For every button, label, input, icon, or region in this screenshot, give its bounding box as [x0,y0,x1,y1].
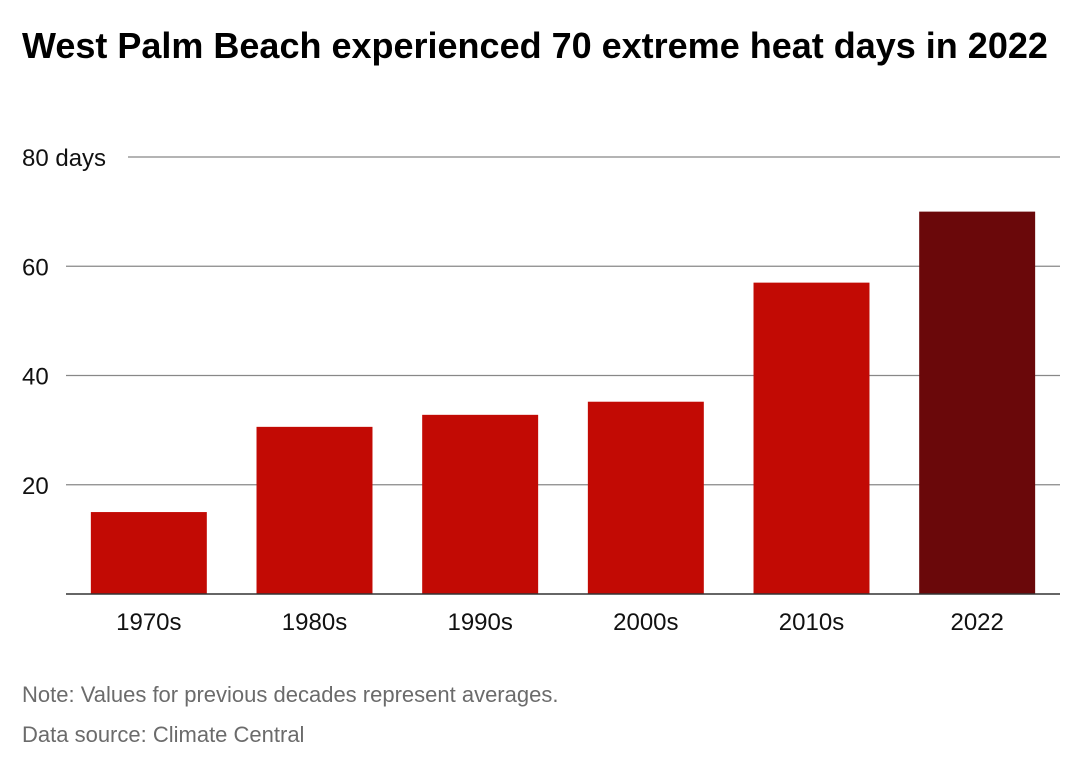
x-tick-label: 2022 [950,609,1003,636]
x-tick-label: 1990s [447,609,512,636]
y-tick-label: 60 [22,254,49,281]
y-tick-label: 40 [22,364,49,391]
x-tick-label: 2010s [779,609,844,636]
gridlines [66,156,1060,486]
x-tick-label: 1970s [116,609,181,636]
x-tick-label: 1980s [282,609,347,636]
chart-title: West Palm Beach experienced 70 extreme h… [22,25,1048,66]
chart-note: Note: Values for previous decades repres… [22,682,559,707]
y-tick-label: 80 days [22,145,106,172]
bars [90,211,1036,594]
x-tick-label: 2000s [613,609,678,636]
bar-1990s [422,414,539,594]
bar-1970s [90,512,207,594]
bar-2010s [753,282,870,594]
bar-1980s [256,426,373,594]
data-source: Data source: Climate Central [22,722,305,747]
bar-2022 [919,211,1036,594]
tick-labels: 20 40 60 80 days 1970s 1980s 1990s 2000s 2010s 20… [22,145,1004,636]
bar-chart: 20 40 60 80 days 1970s 1980s 1990s 2000s 2010s 20… [22,145,1060,636]
y-tick-label: 20 [22,473,49,500]
bar-2000s [587,401,704,594]
